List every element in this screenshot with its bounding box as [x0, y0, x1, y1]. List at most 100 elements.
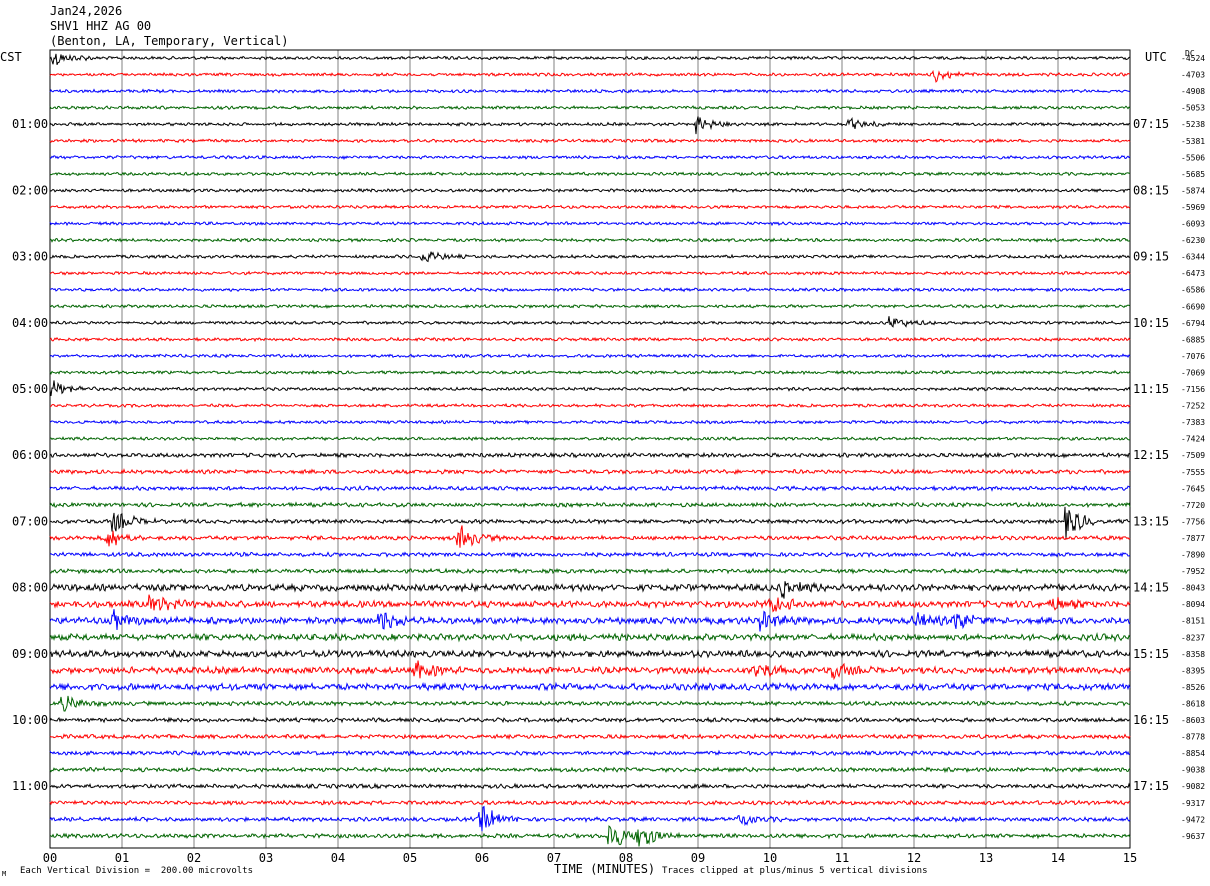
left-hour-label: 11:00	[12, 779, 48, 793]
dc-header: DC	[1185, 49, 1195, 58]
dc-offset-label: -7383	[1181, 418, 1205, 427]
dc-offset-label: -8778	[1181, 733, 1205, 742]
seismic-traces	[49, 53, 1131, 847]
seismic-trace	[49, 782, 1131, 790]
seismic-trace	[49, 648, 1131, 659]
dc-offset-label: -6344	[1181, 253, 1205, 262]
seismic-trace	[49, 187, 1131, 194]
seismic-trace	[49, 204, 1131, 210]
x-tick-label: 13	[979, 851, 993, 865]
x-tick-label: 03	[259, 851, 273, 865]
seismic-trace	[49, 567, 1131, 575]
dc-offset-label: -5238	[1181, 120, 1205, 129]
dc-offset-label: -7156	[1181, 385, 1205, 394]
seismic-trace	[49, 501, 1131, 509]
seismic-trace	[49, 695, 1131, 712]
left-hour-label: 06:00	[12, 448, 48, 462]
dc-offset-label: -5506	[1181, 153, 1205, 162]
dc-offset-label: -4703	[1181, 71, 1205, 80]
seismic-trace	[49, 733, 1131, 741]
x-tick-label: 00	[43, 851, 57, 865]
dc-offset-label: -4524	[1181, 54, 1205, 63]
dc-offset-label: -7555	[1181, 468, 1205, 477]
seismic-trace	[49, 353, 1131, 359]
seismic-trace	[49, 609, 1131, 632]
seismic-trace	[49, 551, 1131, 559]
record-date: Jan24,2026	[50, 4, 123, 18]
dc-offset-label: -7720	[1181, 501, 1205, 510]
x-tick-label: 10	[763, 851, 777, 865]
dc-offset-label: -8094	[1181, 600, 1205, 609]
right-hour-label: 12:15	[1133, 448, 1169, 462]
dc-offset-label: -8603	[1181, 716, 1205, 725]
seismic-trace	[49, 436, 1131, 442]
seismic-trace	[49, 716, 1131, 724]
dc-offset-label: -8395	[1181, 666, 1205, 675]
station-location: (Benton, LA, Temporary, Vertical)	[50, 34, 289, 48]
seismic-trace	[49, 402, 1131, 409]
dc-offset-label: -7424	[1181, 435, 1205, 444]
dc-offset-label: -9038	[1181, 766, 1205, 775]
x-tick-label: 06	[475, 851, 489, 865]
seismic-trace	[49, 303, 1131, 310]
dc-offset-label: -5053	[1181, 104, 1205, 113]
dc-offset-label: -7877	[1181, 534, 1205, 543]
station-code: SHV1 HHZ AG 00	[50, 19, 152, 33]
dc-offset-label: -7890	[1181, 551, 1205, 560]
seismic-trace	[49, 369, 1131, 376]
seismic-trace	[49, 805, 1131, 832]
left-hour-label: 04:00	[12, 316, 48, 330]
seismic-trace	[49, 270, 1131, 276]
seismic-trace	[49, 316, 1131, 328]
x-tick-label: 12	[907, 851, 921, 865]
right-hour-label: 07:15	[1133, 117, 1169, 131]
seismic-trace	[49, 468, 1131, 476]
seismic-trace	[49, 419, 1131, 425]
x-axis-title: TIME (MINUTES)	[554, 862, 656, 876]
chart-grid	[49, 49, 1131, 849]
seismic-trace	[49, 104, 1131, 111]
dc-offset-label: -7076	[1181, 352, 1205, 361]
x-tick-label: 15	[1123, 851, 1137, 865]
seismic-trace	[49, 286, 1131, 293]
left-time-axis: 01:00 02:00 03:00 04:00 05:00 06:00 07:00 08:00…	[12, 117, 48, 793]
seismic-trace	[49, 251, 1131, 263]
clip-note: Traces clipped at plus/minus 5 vertical …	[662, 866, 928, 876]
seismic-trace	[49, 336, 1131, 343]
seismic-trace	[49, 237, 1131, 243]
seismic-trace	[49, 484, 1131, 492]
seismic-trace	[49, 581, 1131, 599]
left-hour-label: 09:00	[12, 647, 48, 661]
seismic-trace	[49, 681, 1131, 693]
corner-mark: M	[2, 870, 7, 878]
seismic-trace	[49, 631, 1131, 643]
dc-offset-label: -8151	[1181, 617, 1205, 626]
right-hour-label: 11:15	[1133, 382, 1169, 396]
left-hour-label: 05:00	[12, 382, 48, 396]
seismic-trace	[49, 137, 1131, 144]
right-hour-label: 08:15	[1133, 183, 1169, 197]
dc-offset-label: -6093	[1181, 220, 1205, 229]
seismic-trace	[49, 171, 1131, 177]
dc-offset-label: -9082	[1181, 782, 1205, 791]
seismic-trace	[49, 506, 1131, 540]
dc-offset-label: -7069	[1181, 368, 1205, 377]
right-hour-label: 10:15	[1133, 316, 1169, 330]
seismic-trace	[49, 749, 1131, 757]
x-tick-label: 04	[331, 851, 345, 865]
x-tick-label: 14	[1051, 851, 1065, 865]
dc-offset-label: -5685	[1181, 170, 1205, 179]
left-hour-label: 10:00	[12, 713, 48, 727]
left-timezone-label: CST	[0, 50, 22, 64]
dc-offset-label: -6885	[1181, 335, 1205, 344]
dc-offset-label: -8618	[1181, 699, 1205, 708]
dc-offset-label: -6230	[1181, 236, 1205, 245]
x-axis: 00 01 02 03 04 05 06 07 08 09 10 11 12 13 14 15	[43, 851, 1137, 865]
left-hour-label: 08:00	[12, 581, 48, 595]
x-tick-label: 09	[691, 851, 705, 865]
x-tick-label: 08	[619, 851, 633, 865]
dc-offset-label: -4908	[1181, 87, 1205, 96]
dc-offset-label: -7756	[1181, 517, 1205, 526]
x-tick-label: 11	[835, 851, 849, 865]
